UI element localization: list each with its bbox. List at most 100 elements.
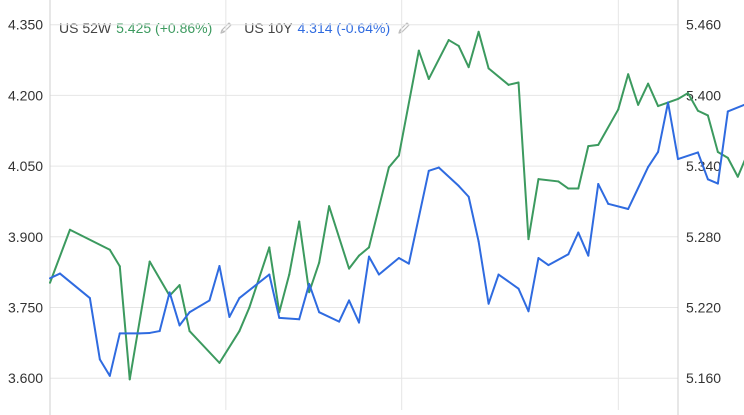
us10y-line-segment: [88, 297, 101, 361]
us52w-line-segment: [49, 228, 71, 284]
y-tick-label-left: 4.350: [8, 17, 43, 33]
pencil-icon[interactable]: [219, 21, 233, 35]
us52w-line-segment: [248, 246, 271, 309]
us52w-line-segment: [637, 82, 650, 106]
legend-name-us10y: US 10Y: [244, 20, 293, 36]
us52w-line-segment: [527, 178, 540, 241]
us10y-line-segment: [627, 166, 650, 211]
us10y-line-segment: [716, 110, 729, 185]
us52w-line-segment: [108, 248, 121, 268]
us52w-line-segment: [457, 44, 470, 69]
us10y-line-segment: [208, 265, 221, 302]
us52w-line-segment: [238, 306, 251, 333]
y-tick-label-right: 5.400: [686, 87, 721, 103]
us52w-line-segment: [358, 246, 370, 257]
us10y-line-segment: [318, 311, 341, 323]
us10y-line-segment: [527, 257, 540, 313]
us10y-line-segment: [108, 332, 121, 377]
us52w-line-segment: [647, 82, 660, 108]
us52w-line-segment: [627, 73, 640, 106]
us10y-line-segment: [537, 257, 550, 267]
us10y-line-segment: [407, 169, 430, 265]
us52w-line-segment: [507, 81, 520, 86]
us10y-line-segment: [58, 272, 91, 300]
y-tick-label-right: 5.160: [686, 370, 721, 386]
us10y-line-segment: [308, 282, 321, 314]
us52w-line-segment: [118, 265, 131, 381]
us10y-line-segment: [437, 166, 460, 187]
us10y-line-segment: [726, 103, 744, 113]
legend-value-us10y: 4.314 (-0.64%): [297, 20, 391, 36]
legend-item-us52w[interactable]: US 52W 5.425 (+0.86%): [59, 20, 233, 36]
us52w-line-segment: [188, 330, 221, 364]
y-tick-label-left: 3.750: [8, 300, 43, 316]
us52w-line-segment: [557, 180, 570, 190]
us52w-line-segment: [686, 92, 699, 112]
us52w-line-segment: [128, 260, 151, 381]
us52w-line-segment: [677, 92, 689, 100]
us52w-line-segment: [278, 273, 291, 314]
us10y-line-segment: [657, 101, 670, 153]
us52w-line-segment: [298, 220, 311, 294]
legend-value-us52w: 5.425 (+0.86%): [116, 20, 213, 36]
y-tick-label-right: 5.280: [686, 229, 721, 245]
us52w-line-segment: [148, 260, 171, 297]
us10y-line-segment: [667, 101, 679, 161]
y-tick-label-right: 5.460: [686, 17, 721, 33]
us10y-line-segment: [696, 151, 709, 181]
us52w-line-segment: [617, 73, 630, 111]
us10y-line-segment: [377, 257, 400, 276]
us10y-line-segment: [338, 299, 351, 323]
us52w-line-segment: [517, 81, 530, 241]
us52w-line-segment: [178, 284, 191, 333]
us10y-line-segment: [577, 231, 590, 257]
us10y-line-segment: [278, 316, 301, 321]
us52w-line-segment: [577, 145, 590, 190]
us10y-line-segment: [298, 282, 311, 321]
us10y-line-segment: [457, 184, 470, 198]
legend-item-us10y[interactable]: US 10Y 4.314 (-0.64%): [244, 20, 411, 36]
us10y-line-segment: [547, 253, 570, 267]
us52w-line-segment: [288, 220, 301, 276]
us10y-line-segment: [268, 273, 281, 319]
us10y-line-segment: [647, 150, 660, 169]
us52w-line-segment: [427, 39, 450, 80]
us10y-line-segment: [517, 287, 530, 313]
legend-name-us52w: US 52W: [59, 20, 112, 36]
us52w-line-segment: [218, 330, 241, 364]
us52w-line-segment: [387, 154, 400, 169]
us10y-line-segment: [607, 202, 630, 211]
us10y-line-segment: [477, 240, 490, 305]
us52w-line-segment: [328, 205, 351, 270]
us52w-line-segment: [597, 108, 620, 146]
us10y-line-segment: [706, 178, 719, 185]
us52w-line-segment: [587, 143, 600, 148]
us52w-line-segment: [397, 49, 420, 157]
us10y-line-segment: [148, 330, 161, 334]
us10y-line-segment: [348, 299, 361, 324]
us52w-line-segment: [537, 178, 560, 183]
y-tick-label-left: 3.900: [8, 229, 43, 245]
us52w-line-segment: [447, 39, 460, 47]
us10y-line-segment: [168, 291, 181, 327]
us52w-line-segment: [417, 49, 430, 80]
us10y-line-segment: [98, 358, 111, 377]
us10y-line-segment: [158, 291, 171, 333]
chart-legend: US 52W 5.425 (+0.86%) US 10Y 4.314 (-0.6…: [59, 18, 411, 38]
us10y-line-segment: [497, 273, 520, 290]
us10y-line-segment: [228, 297, 241, 318]
us52w-line-segment: [268, 246, 281, 314]
us10y-line-segment: [49, 272, 61, 280]
us10y-line-segment: [587, 183, 600, 257]
us10y-line-segment: [487, 273, 500, 305]
us52w-line-segment: [696, 109, 709, 117]
us52w-line-segment: [168, 284, 181, 297]
us52w-line-segment: [367, 166, 390, 249]
us10y-line-segment: [367, 255, 380, 276]
y-tick-label-left: 4.050: [8, 158, 43, 174]
y-tick-label-right: 5.220: [686, 300, 721, 316]
us10y-line-segment: [427, 166, 440, 172]
us10y-line-segment: [358, 255, 370, 324]
us52w-line-segment: [467, 30, 480, 69]
us10y-line-segment: [597, 183, 610, 205]
